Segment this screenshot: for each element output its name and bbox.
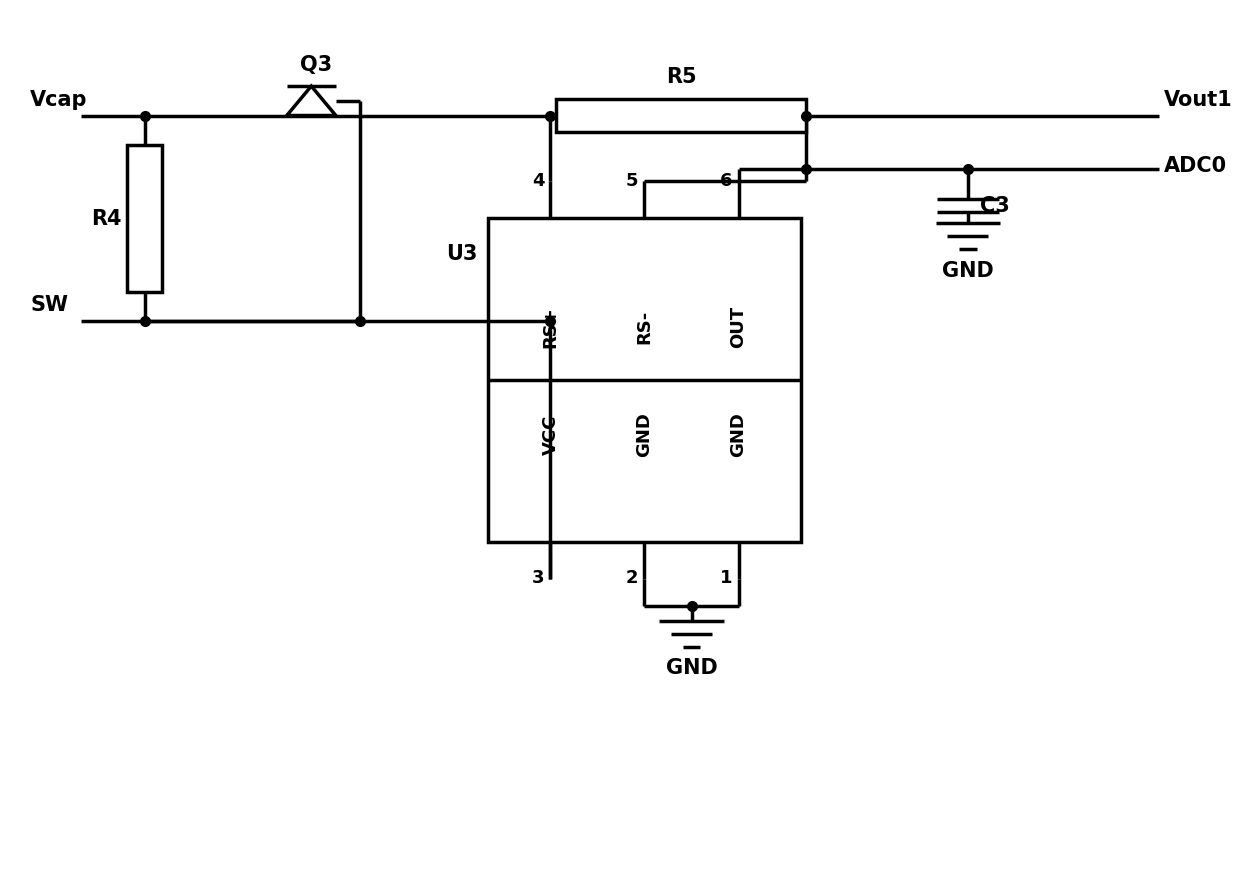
Text: U3: U3: [446, 243, 477, 263]
Text: GND: GND: [942, 261, 993, 281]
Text: C3: C3: [980, 196, 1009, 216]
Text: Vout1: Vout1: [1164, 90, 1233, 109]
Text: RS-: RS-: [635, 309, 653, 344]
Text: Q3: Q3: [300, 56, 332, 76]
Text: 1: 1: [720, 568, 733, 587]
Text: GND: GND: [666, 658, 718, 678]
Bar: [126, 146, 162, 293]
Polygon shape: [286, 87, 336, 116]
Text: 3: 3: [532, 568, 544, 587]
Text: 4: 4: [532, 172, 544, 189]
Text: Vcap: Vcap: [30, 90, 88, 109]
Text: 6: 6: [720, 172, 733, 189]
Text: 2: 2: [626, 568, 639, 587]
Text: SW: SW: [30, 295, 68, 315]
Text: 5: 5: [626, 172, 639, 189]
Bar: [557, 100, 806, 133]
Text: ADC0: ADC0: [1164, 156, 1228, 176]
Text: RS+: RS+: [542, 306, 559, 348]
Text: GND: GND: [635, 412, 653, 457]
Text: R5: R5: [666, 67, 697, 87]
Text: GND: GND: [729, 412, 748, 457]
Text: R4: R4: [91, 209, 122, 229]
Bar: [487, 219, 801, 542]
Text: OUT: OUT: [729, 306, 748, 348]
Text: VCC: VCC: [542, 415, 559, 454]
